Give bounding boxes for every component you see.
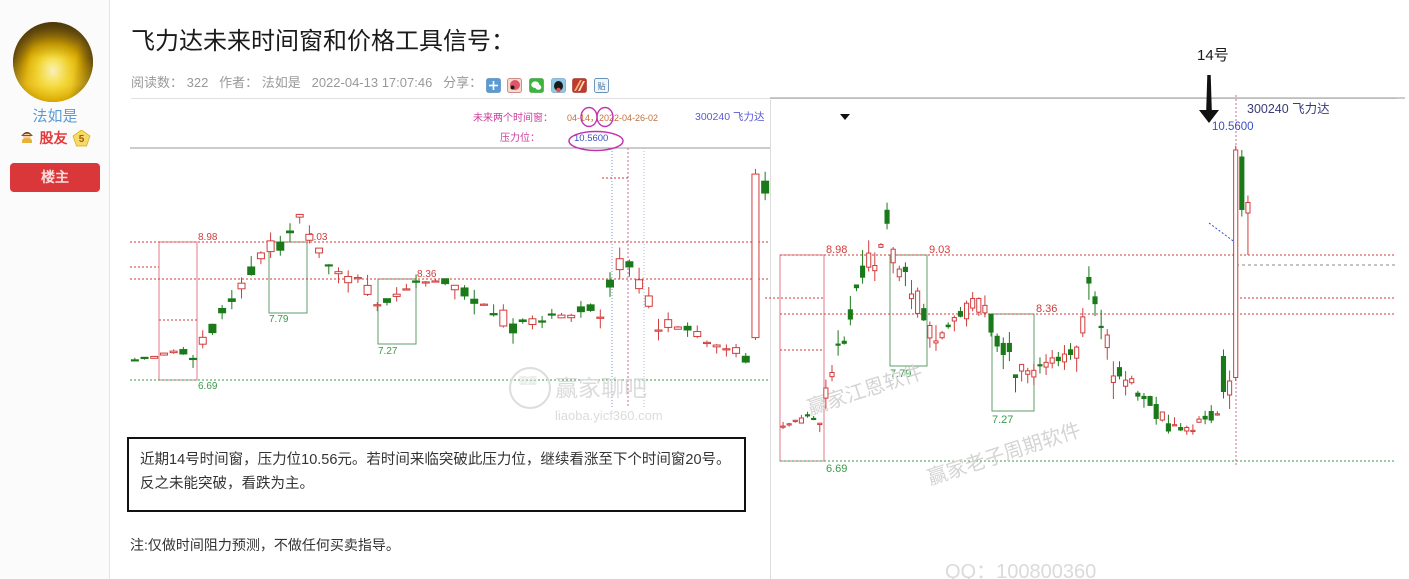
svg-text:5: 5 [79, 134, 85, 145]
svg-text:未来两个时间窗：: 未来两个时间窗： [473, 111, 553, 124]
svg-text:liaoba.yicf360.com: liaoba.yicf360.com [555, 408, 663, 423]
svg-text:300240 飞力达: 300240 飞力达 [1247, 102, 1330, 116]
svg-text:10.5600: 10.5600 [574, 133, 608, 144]
svg-text:贴: 贴 [597, 81, 605, 91]
svg-text:14号: 14号 [1197, 47, 1229, 64]
svg-text:QQ：100800360: QQ：100800360 [945, 561, 1096, 579]
svg-text:压力位：: 压力位： [500, 131, 540, 144]
svg-text:300240 飞力达: 300240 飞力达 [695, 110, 765, 123]
